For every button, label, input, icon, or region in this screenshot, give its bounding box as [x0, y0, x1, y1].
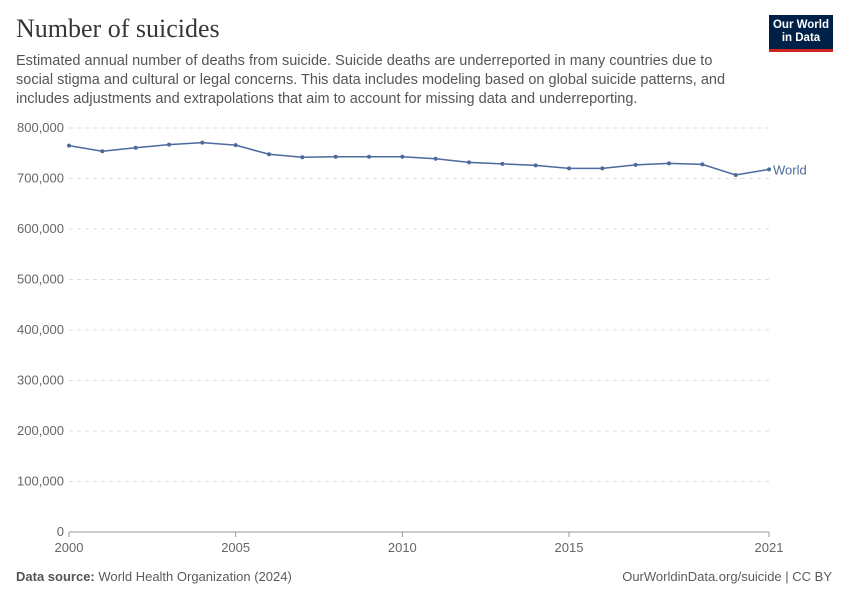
data-point	[667, 161, 671, 166]
data-point	[733, 172, 738, 177]
data-point	[400, 154, 405, 159]
data-point	[267, 152, 271, 157]
data-point	[467, 160, 471, 165]
data-point	[500, 161, 505, 166]
data-point	[367, 154, 371, 159]
data-point	[567, 166, 571, 171]
data-point	[233, 143, 238, 148]
data-point	[600, 166, 605, 171]
series-line-world	[68, 141, 770, 176]
data-point	[100, 149, 105, 154]
data-point	[67, 143, 71, 148]
y-tick-label: 700,000	[17, 171, 64, 186]
y-tick-label: 300,000	[17, 373, 64, 388]
x-tick-label: 2021	[755, 540, 784, 555]
y-tick-label: 400,000	[17, 322, 64, 337]
chart-subtitle: Estimated annual number of deaths from s…	[16, 53, 726, 107]
y-tick-label: 200,000	[17, 423, 64, 438]
data-point	[167, 142, 171, 147]
data-point	[433, 156, 438, 161]
data-point	[767, 167, 771, 172]
data-source: Data source: World Health Organization (…	[16, 569, 292, 584]
y-tick-label: 600,000	[17, 221, 64, 236]
series-label: World	[773, 162, 807, 177]
y-tick-label: 100,000	[17, 474, 64, 489]
y-tick-label: 800,000	[17, 120, 64, 135]
chart-title: Number of suicides	[16, 14, 220, 43]
y-tick-label: 500,000	[17, 272, 64, 287]
data-point	[533, 163, 538, 168]
source-text[interactable]: World Health Organization (2024)	[98, 569, 292, 584]
data-point	[300, 155, 305, 160]
x-tick-label: 2005	[221, 540, 250, 555]
credit-link[interactable]: OurWorldinData.org/suicide | CC BY	[622, 569, 832, 584]
data-point	[633, 162, 638, 167]
source-label: Data source:	[16, 569, 95, 584]
data-point	[200, 140, 205, 145]
data-point	[333, 154, 338, 159]
x-tick-label: 2015	[555, 540, 584, 555]
owid-logo[interactable]: Our World in Data	[769, 15, 833, 52]
data-point	[133, 145, 138, 150]
y-tick-label: 0	[57, 524, 64, 539]
x-tick-label: 2000	[55, 540, 84, 555]
data-point	[700, 162, 705, 167]
x-tick-label: 2010	[388, 540, 417, 555]
